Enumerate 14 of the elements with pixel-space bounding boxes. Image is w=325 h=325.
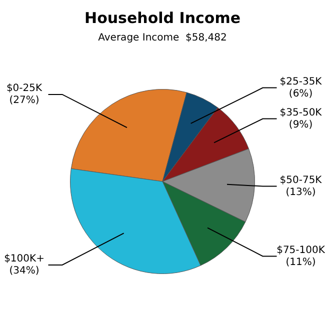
slice-label: $100K+	[4, 254, 44, 265]
data-label: (9%)	[288, 119, 313, 130]
slice-label: $0-25K	[6, 83, 42, 94]
slice-label: $75-100K	[276, 244, 325, 256]
slice-label: $35-50K	[280, 107, 322, 118]
data-label: (13%)	[286, 186, 316, 198]
chart-title: Household Income	[84, 8, 240, 27]
data-label: (6%)	[288, 88, 313, 100]
chart-subtitle: Average Income $58,482	[98, 32, 227, 44]
data-label: (34%)	[9, 266, 40, 277]
slice-label: $50-75K	[280, 174, 322, 186]
data-label: (27%)	[9, 95, 40, 106]
data-label: (11%)	[286, 256, 316, 268]
slice-label: $25-35K	[280, 76, 322, 88]
